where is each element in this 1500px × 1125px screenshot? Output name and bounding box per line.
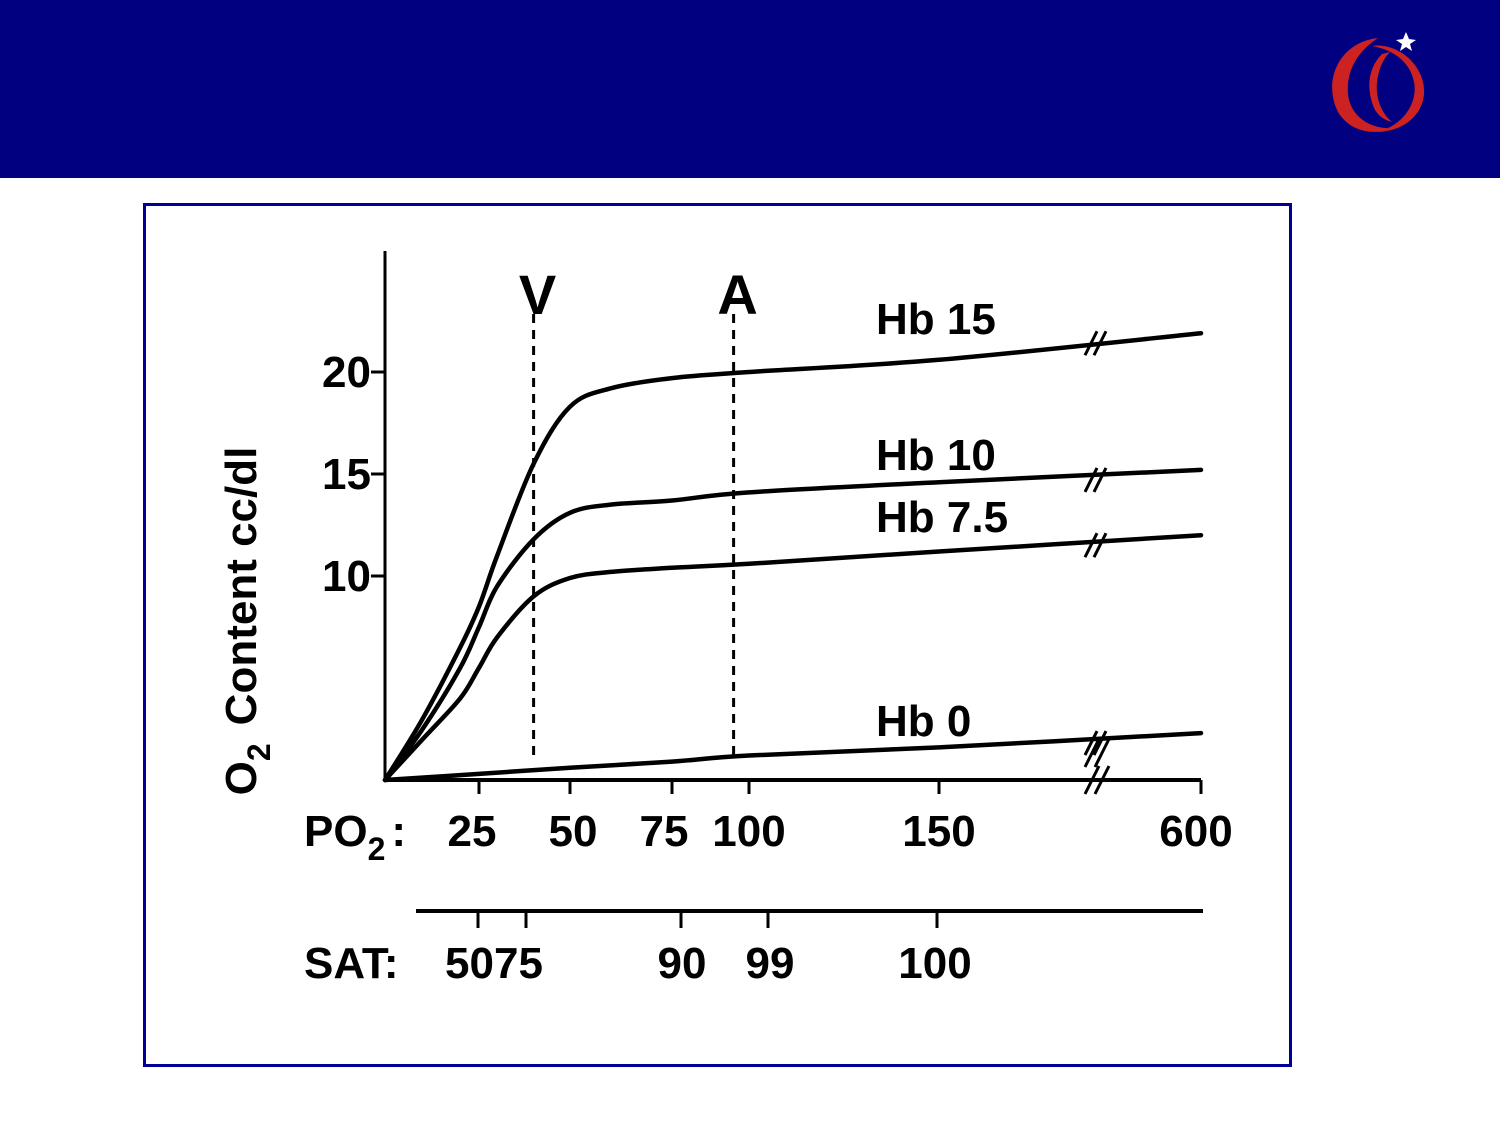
series-line-hb-7-5 [382, 532, 1204, 783]
header-bar [0, 0, 1500, 178]
sat-tick-label: 90 [658, 939, 707, 988]
sat-tick-label: 99 [746, 939, 795, 988]
y-tick-label: 20 [322, 348, 371, 397]
marker-label-a: A [717, 263, 757, 326]
red-swirl-logo-icon [1332, 32, 1425, 132]
series-label-hb-7-5: Hb 7.5 [876, 493, 1008, 542]
axis-break-mark [1083, 738, 1101, 768]
series-break-mark [1083, 467, 1099, 493]
series-line-hb-15 [382, 330, 1204, 783]
x-tick-label: 150 [902, 807, 975, 856]
x-tick-label: 50 [549, 807, 598, 856]
chart-frame: O2Content cc/dl PO2: SAT: 10 15 20 25 50 75 10… [143, 203, 1292, 1067]
x-axis-label: PO2: [304, 807, 406, 867]
series-break-mark [1092, 330, 1108, 356]
sat-tick-label: 5075 [445, 939, 543, 988]
series-break-mark [1092, 730, 1108, 756]
axis-break-mark [1093, 738, 1111, 768]
axis-break-mark [1083, 765, 1101, 795]
x-tick-label: 100 [712, 807, 785, 856]
y-axis-label: O2Content cc/dl [217, 447, 277, 796]
series-break-mark [1083, 330, 1099, 356]
sat-axis-label: SAT: [304, 939, 399, 988]
x-tick-label: 75 [640, 807, 689, 856]
series-break-mark [1083, 730, 1099, 756]
series-line-hb-0 [382, 730, 1204, 783]
x-tick-label: 25 [448, 807, 497, 856]
marker-label-v: V [519, 263, 556, 326]
y-tick-label: 15 [322, 450, 371, 499]
series-break-mark [1092, 467, 1108, 493]
series-line-hb-10 [382, 467, 1204, 783]
axis-break-mark [1093, 765, 1111, 795]
series-label-hb-15: Hb 15 [876, 295, 996, 344]
series-label-hb-0: Hb 0 [876, 697, 971, 746]
series-break-mark [1092, 532, 1108, 558]
x-tick-label: 600 [1159, 807, 1232, 856]
series-label-hb-10: Hb 10 [876, 431, 996, 480]
series-break-mark [1083, 532, 1099, 558]
sat-tick-label: 100 [898, 939, 971, 988]
y-tick-label: 10 [322, 552, 371, 601]
